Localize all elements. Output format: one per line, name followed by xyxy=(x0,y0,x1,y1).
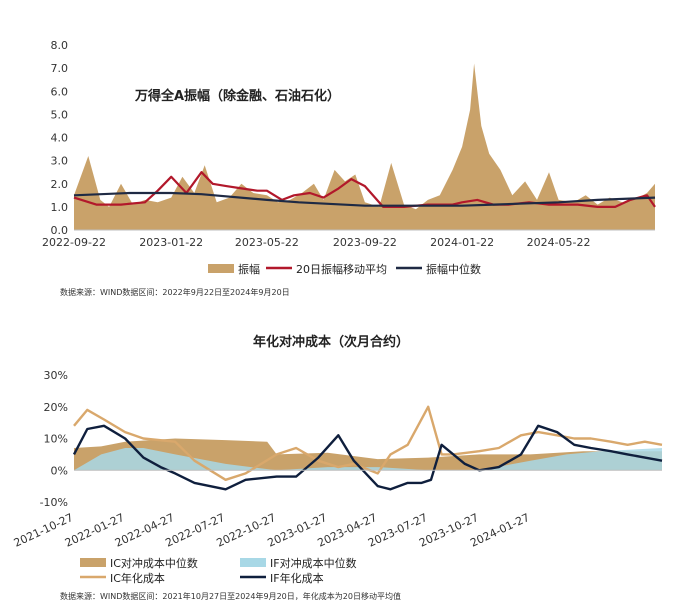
y-tick-label: 0.0 xyxy=(51,224,69,237)
y-tick-label: 1.0 xyxy=(51,201,69,214)
series-0-area xyxy=(74,438,662,471)
y-tick-label: 5.0 xyxy=(51,108,69,121)
x-tick-label: 2024-05-22 xyxy=(527,236,591,249)
x-tick-label: 2023-01-22 xyxy=(139,236,203,249)
chart2-y-axis: -10% 0% 10% 20% 30% xyxy=(40,369,68,509)
y-tick-label: 2.0 xyxy=(51,178,69,191)
legend-label-ic-cost: IC年化成本 xyxy=(110,571,165,585)
legend-label-amplitude: 振幅 xyxy=(238,262,260,276)
y-tick-label: 8.0 xyxy=(51,39,69,52)
chart2-plot-area xyxy=(72,405,663,491)
legend-label-ic-median: IC对冲成本中位数 xyxy=(110,556,198,570)
y-tick-label: 10% xyxy=(44,433,68,446)
series-2-line xyxy=(73,191,656,207)
series-3-line xyxy=(72,424,663,491)
y-tick-label: 7.0 xyxy=(51,62,69,75)
y-tick-label: 4.0 xyxy=(51,132,69,145)
legend-label-if-median: IF对冲成本中位数 xyxy=(270,556,357,570)
chart2-source: 数据来源：WIND数据区间：2021年10月27日至2024年9月20日，年化成… xyxy=(60,591,401,601)
chart1-x-axis: 2022-09-22 2023-01-22 2023-05-22 2023-09-22… xyxy=(42,236,591,249)
legend-swatch-ic-median xyxy=(80,558,106,567)
y-tick-label: 6.0 xyxy=(51,85,69,98)
x-tick-label: 2023-09-22 xyxy=(333,236,397,249)
legend-label-ma20: 20日振幅移动平均 xyxy=(296,262,387,276)
chart2-legend: IC对冲成本中位数 IF对冲成本中位数 IC年化成本 IF年化成本 xyxy=(80,556,357,585)
chart1-source: 数据来源：WIND数据区间：2022年9月22日至2024年9月20日 xyxy=(60,287,290,297)
series-2-line xyxy=(73,405,663,481)
y-tick-label: 20% xyxy=(44,401,68,414)
y-tick-label: -10% xyxy=(40,496,68,509)
chart1-plot-area xyxy=(73,63,656,231)
chart1-title: 万得全A振幅（除金融、石油石化） xyxy=(134,88,340,104)
amplitude-chart: 0.01.02.03.04.05.06.07.08.0 2022-09-22 20… xyxy=(42,39,656,297)
y-tick-label: 3.0 xyxy=(51,155,69,168)
legend-swatch-if-median xyxy=(240,558,266,567)
x-tick-label: 2023-05-22 xyxy=(235,236,299,249)
x-tick-label: 2022-09-22 xyxy=(42,236,106,249)
y-tick-label: 30% xyxy=(44,369,68,382)
y-tick-label: 0% xyxy=(51,464,68,477)
series-1-area xyxy=(74,448,662,471)
chart1-legend: 振幅 20日振幅移动平均 振幅中位数 xyxy=(208,262,481,276)
legend-label-if-cost: IF年化成本 xyxy=(270,571,324,585)
x-tick-label: 2024-01-22 xyxy=(430,236,494,249)
chart2-x-axis: 2021-10-272022-01-272022-04-272022-07-27… xyxy=(12,511,532,550)
series-0-area xyxy=(74,63,655,230)
chart1-y-axis: 0.0 1.0 2.0 3.0 4.0 5.0 6.0 7.0 8.0 xyxy=(51,39,69,237)
hedge-cost-chart: 年化对冲成本（次月合约） -10% 0% 10% 20% 30% 2021-10-272… xyxy=(12,334,663,601)
legend-swatch-amplitude xyxy=(208,264,234,273)
legend-label-median: 振幅中位数 xyxy=(426,262,481,276)
chart2-title: 年化对冲成本（次月合约） xyxy=(253,334,409,350)
